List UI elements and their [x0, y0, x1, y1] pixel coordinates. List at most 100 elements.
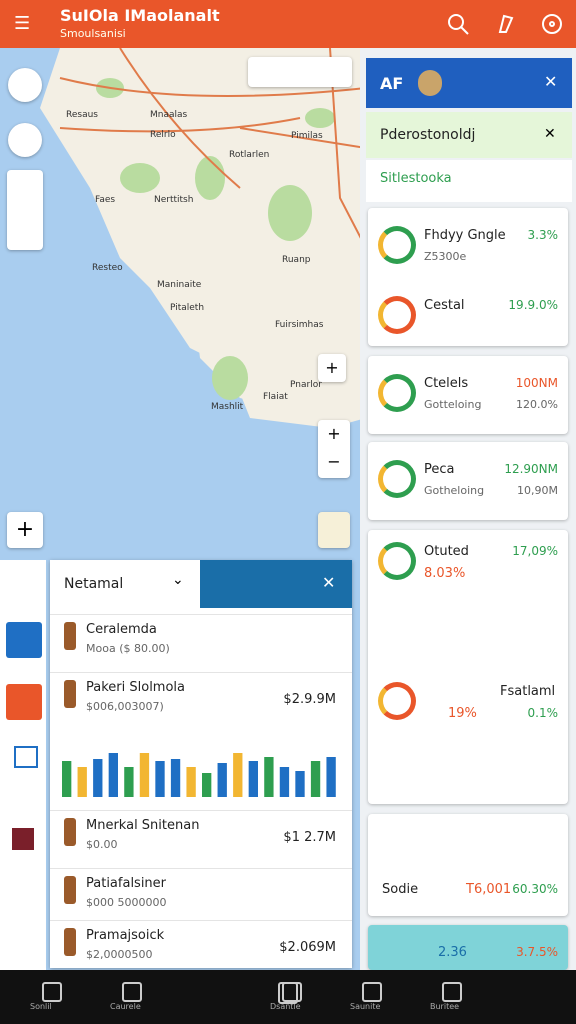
close-panel[interactable]: ✕ [544, 72, 558, 91]
card: Peca Gotheloing 12.90NM 10,90M [368, 442, 568, 520]
tool-button[interactable] [12, 828, 34, 850]
item-sub: $000 5000000 [86, 896, 167, 909]
card-icon [378, 460, 416, 498]
card-name: Fhdyy Gngle [424, 228, 506, 243]
card-icon [378, 682, 416, 720]
zoom-in[interactable]: + [318, 354, 346, 382]
map-label: Ruanp [282, 255, 311, 265]
card-value: 17,09% [512, 544, 558, 558]
bar [295, 771, 305, 797]
nav-icon [442, 982, 462, 1002]
highlight-text: Pderostonoldj [380, 127, 476, 143]
nav-icon [362, 982, 382, 1002]
locate-button[interactable] [8, 68, 42, 102]
top-icons[interactable] [440, 10, 570, 38]
bar [62, 761, 72, 797]
card-sub: 8.03% [424, 566, 466, 581]
dropdown-icon[interactable]: ⌄ [172, 572, 184, 588]
card-value: 10,90M [517, 484, 558, 497]
item-name: Ceralemda [86, 622, 157, 637]
nav-icon [42, 982, 62, 1002]
item-icon [64, 818, 76, 846]
item-sub: $2,0000500 [86, 948, 153, 961]
item-icon [64, 876, 76, 904]
map-label: Pitaleth [170, 303, 205, 313]
left-toolbar [0, 560, 46, 970]
item-row [50, 868, 352, 869]
card: 2.36 3.7.5% [368, 925, 568, 970]
map-label: Resteo [92, 263, 123, 273]
map-label: Mnaalas [150, 110, 188, 120]
bar [279, 767, 290, 797]
item-value: $2.9.9M [283, 692, 336, 707]
card-name: Peca [424, 462, 455, 477]
nav-icon [278, 982, 298, 1004]
item-value: $2.069M [279, 940, 336, 955]
add-button[interactable]: + [7, 512, 43, 548]
item-row [50, 614, 352, 615]
subtitle-row [366, 160, 572, 202]
card-name: Cestal [424, 298, 465, 313]
card-sub: Gotteloing [424, 398, 482, 411]
menu-icon[interactable]: ☰ [14, 13, 31, 34]
card-value: 60.30% [512, 882, 558, 896]
card-value: 3.7.5% [516, 945, 558, 959]
tool-button[interactable] [14, 746, 38, 768]
map-label: Maninaite [157, 280, 202, 290]
bottom-sheet: Netamal ⌄ ✕ Ceralemda Mooa ($ 80.00) Paker… [50, 560, 352, 968]
map-label: Pnarlor [290, 380, 322, 390]
card: Otuted 8.03% 17,09% Fsatlaml 19% 0.1% [368, 530, 568, 804]
bar [217, 763, 227, 797]
item-name: Patiafalsiner [86, 876, 167, 891]
bar [202, 773, 212, 797]
item-sub: Mooa ($ 80.00) [86, 642, 170, 655]
close-sheet[interactable]: ✕ [322, 573, 336, 592]
nav-label: Saunite [350, 1002, 381, 1011]
map-tools[interactable] [248, 57, 352, 87]
zoom-control[interactable]: + − [318, 420, 350, 478]
item-row [50, 920, 352, 921]
highlight-row[interactable] [366, 112, 572, 158]
close-highlight[interactable]: ✕ [544, 126, 556, 142]
card-name: Sodie [382, 882, 419, 897]
bar [264, 757, 274, 797]
card-value: 100NM [515, 376, 558, 390]
item-icon [64, 928, 76, 956]
bottom-nav: Sonlil Caurele Dsantle Saunite Buritee [0, 970, 576, 1024]
item-value: $1 2.7M [283, 830, 336, 845]
location-thumb[interactable] [318, 512, 350, 548]
bar [248, 761, 258, 797]
card-icon [378, 542, 416, 580]
tool-button[interactable] [6, 622, 42, 658]
card-value: 19.9.0% [508, 298, 558, 312]
map-label: Flaiat [263, 392, 288, 402]
sheet-chart [62, 753, 336, 797]
nav-label: Buritee [430, 1002, 460, 1011]
compass-button[interactable] [8, 123, 42, 157]
item-row [50, 810, 352, 811]
item-row [50, 672, 352, 673]
item-sub: $0.00 [86, 838, 118, 851]
card: Sodie T6,001 60.30% [368, 814, 568, 916]
map-label: Mashlit [211, 402, 244, 412]
map-label: Faes [95, 195, 116, 205]
card-icon [378, 226, 416, 264]
parks [96, 78, 335, 400]
card-sub: T6,001 [466, 882, 512, 897]
card-name: Fsatlaml [500, 684, 556, 699]
nav-label: Caurele [110, 1002, 141, 1011]
card-name: Otuted [424, 544, 469, 559]
nav-icon [122, 982, 142, 1002]
tool-button[interactable] [6, 684, 42, 720]
card-value: 3.3% [527, 228, 559, 242]
top-bar: ☰ SuIOla IMaolanalt Smoulsanisi [0, 0, 576, 48]
item-name: Pakeri Slolmola [86, 680, 185, 695]
map-label: Resaus [66, 110, 98, 120]
card: Fhdyy Gngle Z5300e 3.3% Cestal 19.9.0% [368, 208, 568, 346]
layer-buttons[interactable] [7, 170, 43, 250]
bar [186, 767, 196, 797]
panel-title: AF [380, 74, 404, 93]
bar [108, 753, 118, 797]
bar [170, 759, 181, 797]
